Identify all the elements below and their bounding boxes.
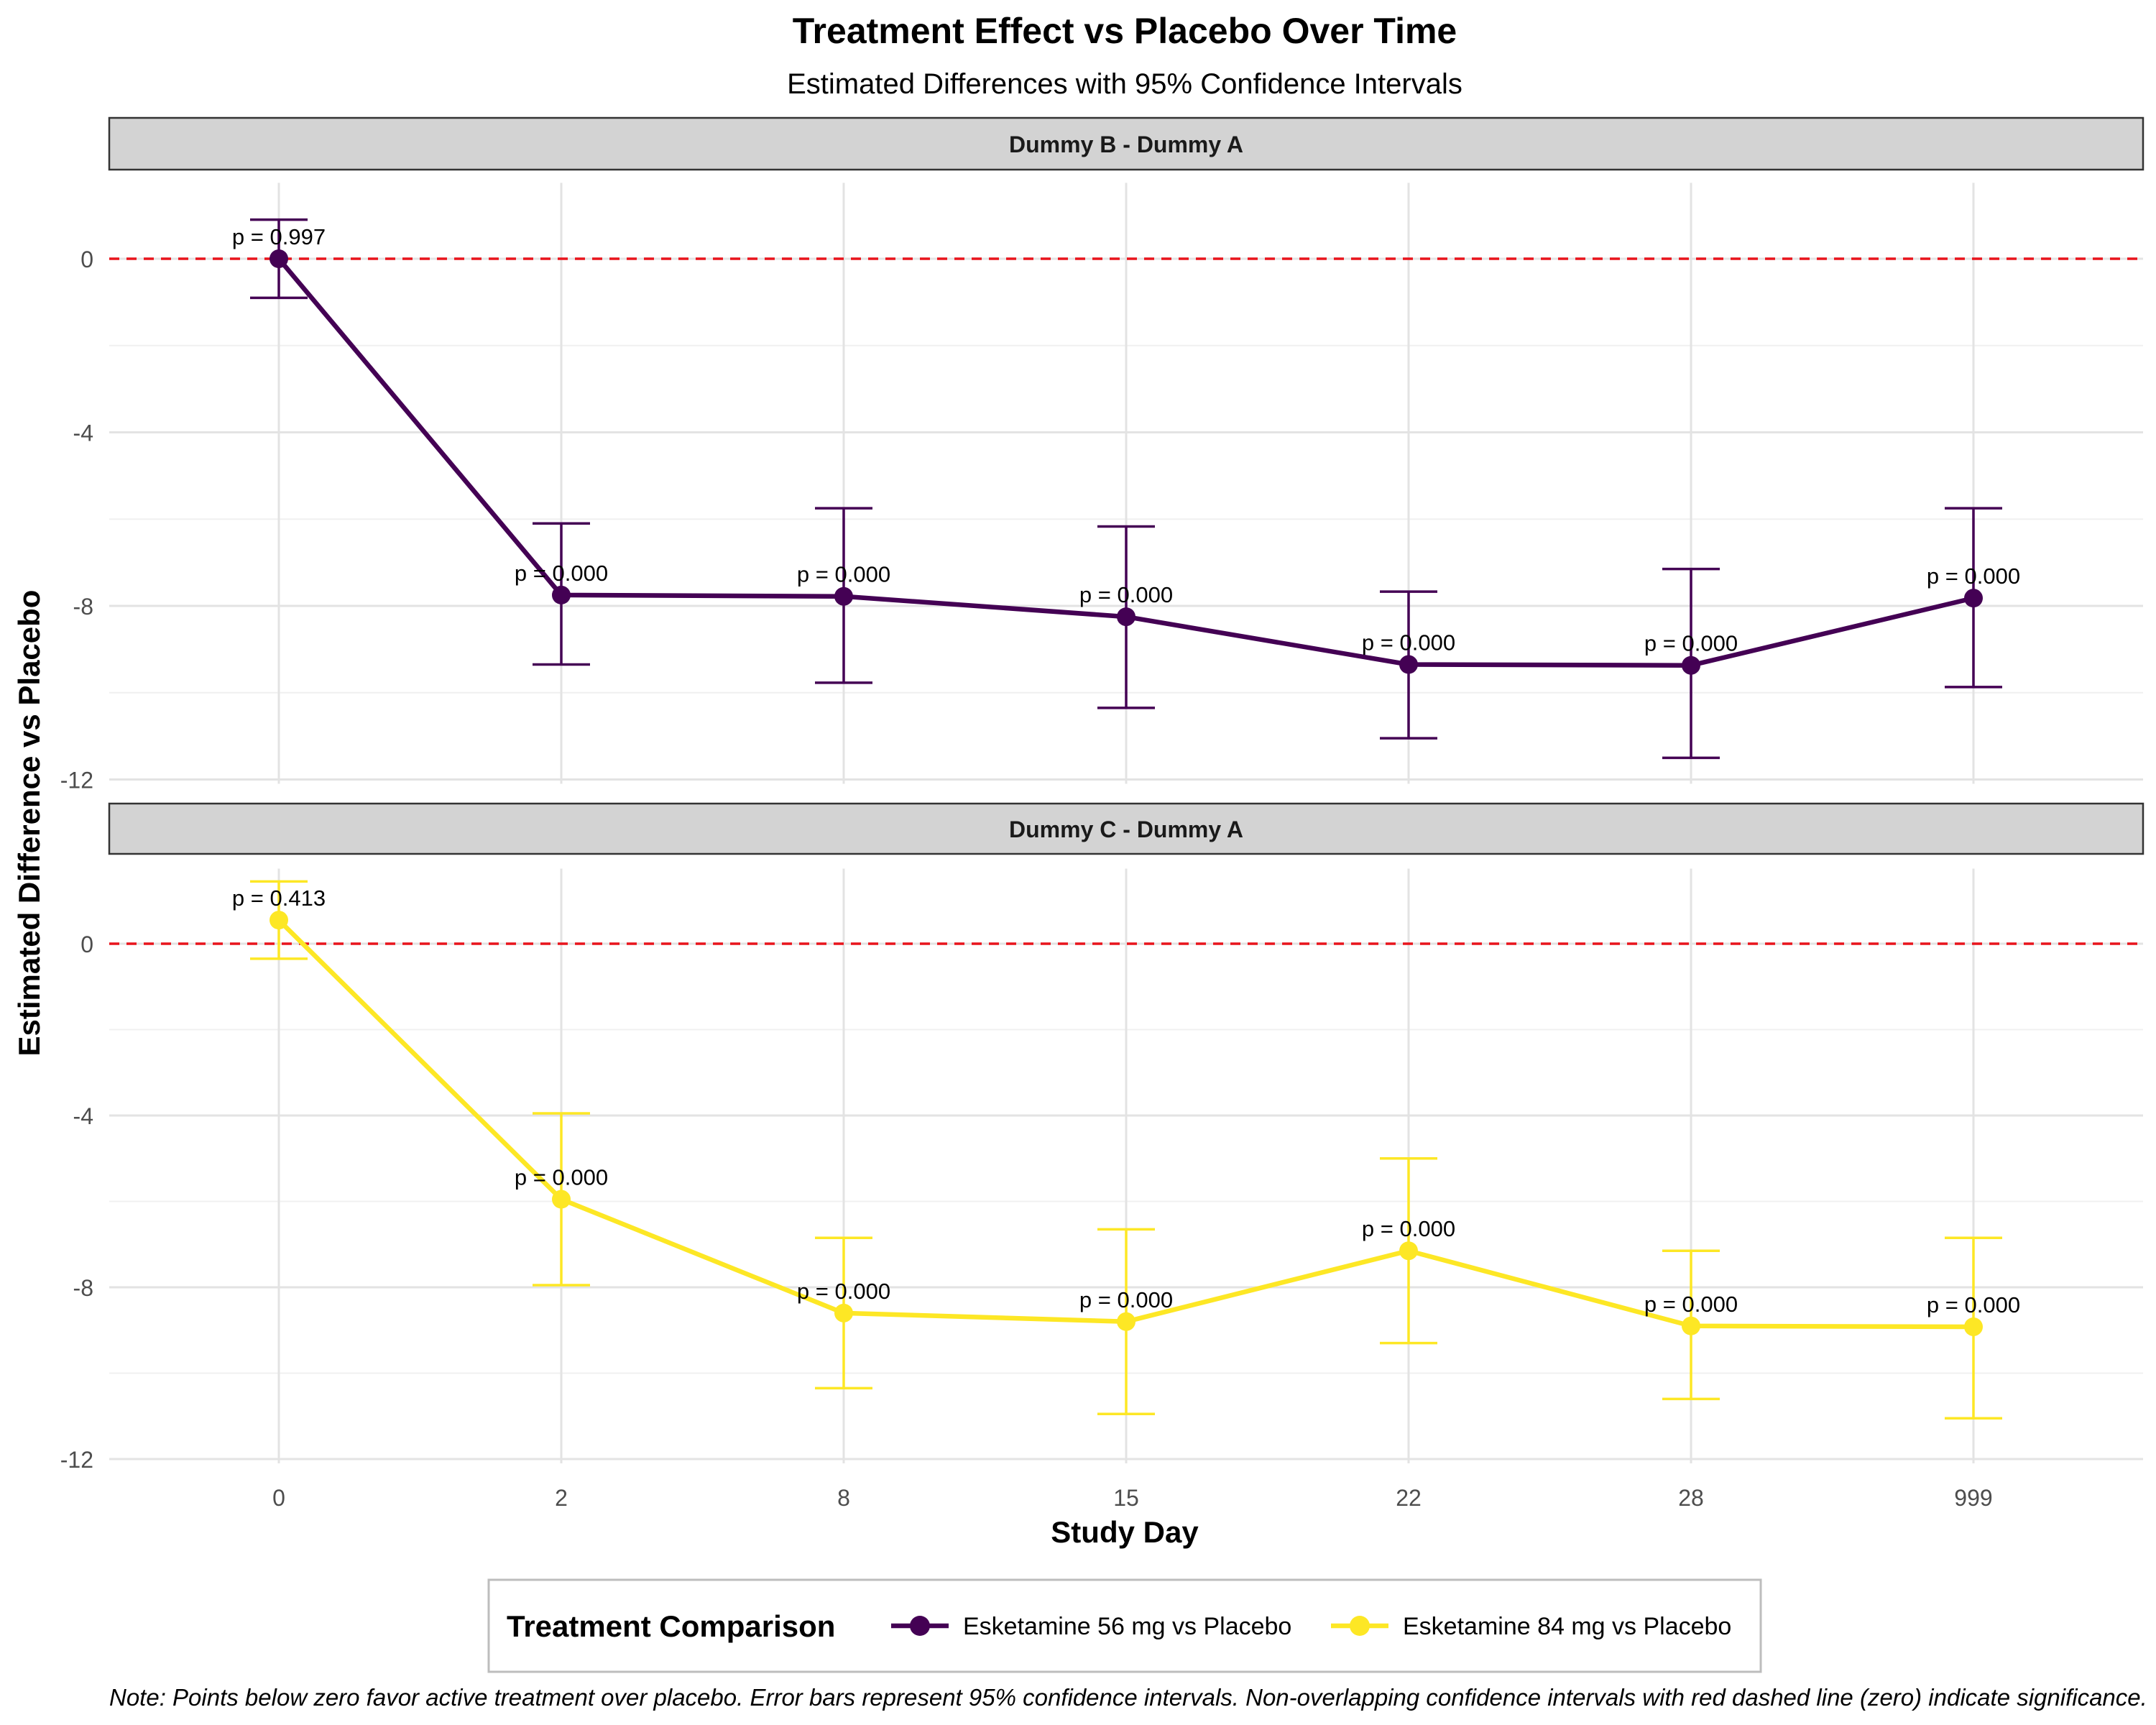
data-point [1964,1317,1983,1336]
p-value-label: p = 0.000 [797,1279,890,1304]
legend-point-key [1350,1616,1370,1636]
panel-2: Dummy C - Dummy A 0 -4 -8 -12 p = 0.413 p = 0.… [60,802,2145,1473]
x-axis-label: Study Day [1051,1515,1199,1549]
panels-layer: Dummy B - Dummy A 0 -4 -8 -12 p = 0.997 p = 0.… [60,116,2145,1511]
legend-title: Treatment Comparison [507,1609,835,1643]
x-tick-label: 8 [837,1485,850,1511]
data-point [1682,656,1700,675]
chart-title: Treatment Effect vs Placebo Over Time [793,11,1457,51]
y-tick-label: -12 [60,768,93,794]
chart-subtitle: Estimated Differences with 95% Confidenc… [787,68,1462,100]
p-value-label: p = 0.000 [515,561,608,586]
y-axis-label: Estimated Difference vs Placebo [12,590,46,1057]
chart-note: Note: Points below zero favor active tre… [109,1684,2147,1711]
data-point [552,1190,571,1209]
panel-strip [108,802,2145,855]
data-point [1117,607,1135,627]
data-point [1117,1312,1135,1331]
p-value-label: p = 0.000 [1927,564,2020,589]
p-value-label: p = 0.997 [232,224,326,249]
legend-item: Esketamine 56 mg vs Placebo [891,1613,1291,1640]
p-value-label: p = 0.413 [232,886,326,911]
p-value-label: p = 0.000 [1079,1287,1173,1312]
x-tick-label: 0 [272,1485,285,1511]
y-tick-label: 0 [80,932,93,957]
x-tick-label: 22 [1396,1485,1422,1511]
y-tick-label: -12 [60,1447,93,1473]
y-tick-label: 0 [80,247,93,272]
y-tick-label: -8 [73,594,93,620]
x-tick-label: 2 [555,1485,568,1511]
p-value-label: p = 0.000 [1927,1292,2020,1317]
legend-item: Esketamine 84 mg vs Placebo [1331,1613,1731,1640]
legend-items: Esketamine 56 mg vs Placebo Esketamine 84… [891,1613,1731,1640]
x-tick-label: 999 [1954,1485,1992,1511]
legend: Treatment Comparison Esketamine 56 mg vs… [487,1578,1762,1673]
data-point [270,911,288,930]
y-tick-label: -8 [73,1275,93,1301]
legend-label: Esketamine 84 mg vs Placebo [1403,1613,1731,1640]
legend-label: Esketamine 56 mg vs Placebo [963,1613,1291,1640]
p-value-label: p = 0.000 [1362,1216,1455,1241]
p-value-label: p = 0.000 [1079,582,1173,607]
panel-strip-label: Dummy B - Dummy A [1009,132,1243,157]
data-point [1399,655,1418,674]
y-tick-label: -4 [73,1103,93,1129]
x-tick-label: 28 [1678,1485,1704,1511]
p-value-label: p = 0.000 [1644,1292,1738,1317]
x-tick-label: 15 [1113,1485,1139,1511]
panel-strip [108,116,2145,171]
p-value-label: p = 0.000 [1362,630,1455,656]
p-value-label: p = 0.000 [515,1165,608,1190]
data-point [552,585,571,604]
p-value-label: p = 0.000 [797,562,890,587]
panel-strip-label: Dummy C - Dummy A [1009,816,1243,842]
panel-1: Dummy B - Dummy A 0 -4 -8 -12 p = 0.997 p = 0.… [60,116,2145,794]
data-point [834,1303,853,1322]
y-tick-label: -4 [73,420,93,446]
legend-point-key [910,1616,930,1636]
legend-box [487,1578,1762,1673]
data-point [270,249,288,268]
data-point [1399,1241,1418,1261]
data-point [1964,589,1983,608]
data-point [1682,1316,1700,1335]
p-value-label: p = 0.000 [1644,631,1738,656]
data-point [834,586,853,606]
